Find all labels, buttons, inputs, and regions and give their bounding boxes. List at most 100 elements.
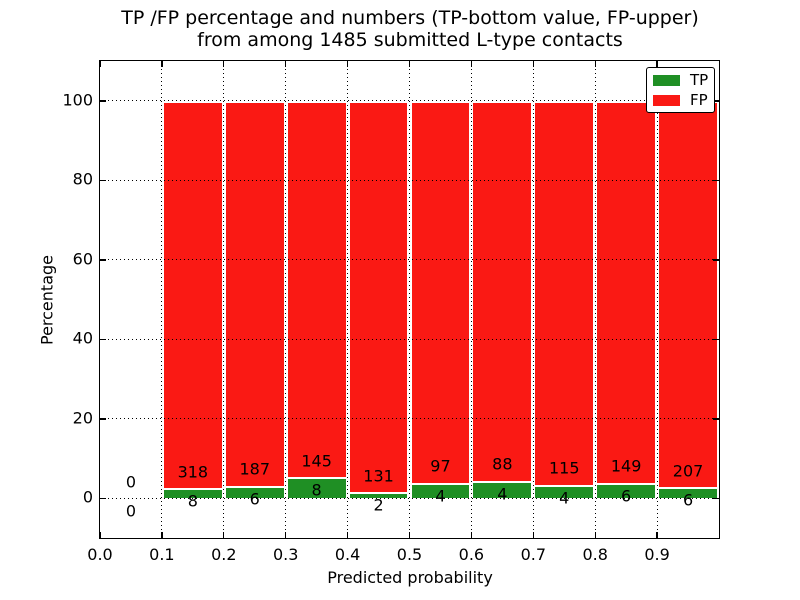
fp-count-label: 318 xyxy=(177,462,209,482)
bar-segment-fp xyxy=(223,100,286,486)
fp-count-label: 207 xyxy=(672,461,704,481)
y-tick-label: 40 xyxy=(72,328,93,348)
x-tick-top xyxy=(470,61,473,67)
grid-line-v xyxy=(594,61,596,538)
legend-label-fp: FP xyxy=(690,90,708,109)
y-tick-label: 0 xyxy=(82,487,93,507)
x-axis-label: Predicted probability xyxy=(327,568,493,587)
bar-segment-tp xyxy=(285,477,348,499)
y-tick-label: 80 xyxy=(72,169,93,189)
y-tick-left xyxy=(100,418,106,420)
x-tick-top xyxy=(223,61,225,67)
bar-segment-fp xyxy=(347,100,410,493)
x-tick-top xyxy=(346,61,349,67)
bar-segment-tp xyxy=(347,492,410,499)
tp-count-label: 4 xyxy=(435,486,446,505)
chart-title-line1: TP /FP percentage and numbers (TP-bottom… xyxy=(121,7,699,29)
y-tick-label: 20 xyxy=(72,408,93,428)
x-tick-label: 0.3 xyxy=(272,545,299,564)
bar-segment-fp xyxy=(285,100,348,478)
bar-segment-tp xyxy=(595,482,658,499)
bar-segment-tp xyxy=(471,480,534,499)
x-tick-label: 0.9 xyxy=(644,545,670,564)
fp-count-label: 145 xyxy=(301,451,332,471)
tp-count-label: 0 xyxy=(125,501,137,521)
tp-count-label: 6 xyxy=(249,489,260,509)
fp-count-label: 88 xyxy=(492,454,513,474)
bar-segment-tp xyxy=(409,482,472,499)
x-tick-bottom xyxy=(470,532,473,538)
bar-segment-fp xyxy=(533,100,596,485)
x-tick-bottom xyxy=(594,532,596,538)
y-tick-right xyxy=(713,418,719,420)
y-tick-right xyxy=(713,338,719,341)
x-tick-bottom xyxy=(656,532,658,538)
grid-line-v xyxy=(161,61,163,538)
grid-line-v xyxy=(223,61,225,538)
x-tick-label: 0.8 xyxy=(582,545,608,564)
grid-line-v xyxy=(409,61,410,538)
tp-count-label: 4 xyxy=(559,488,570,508)
y-tick-left xyxy=(100,100,106,102)
x-tick-bottom xyxy=(346,532,349,538)
fp-count-label: 0 xyxy=(125,472,137,492)
x-tick-label: 0.4 xyxy=(334,545,361,564)
grid-line-v xyxy=(347,61,349,538)
y-tick-right xyxy=(713,100,719,102)
x-tick-bottom xyxy=(532,532,534,538)
legend-entry-tp: TP xyxy=(647,71,714,89)
legend-swatch-tp xyxy=(653,74,680,86)
x-tick-top xyxy=(99,61,101,67)
x-tick-top xyxy=(285,61,287,67)
y-tick-right xyxy=(713,497,719,500)
bar-segment-tp xyxy=(657,487,719,499)
bar-segment-fp xyxy=(657,100,719,488)
legend-swatch-fp xyxy=(653,94,680,106)
bar-segment-fp xyxy=(595,100,658,483)
grid-line-v xyxy=(470,61,472,538)
tp-count-label: 2 xyxy=(373,495,384,515)
grid-line-v xyxy=(285,61,287,538)
y-tick-left xyxy=(100,497,106,500)
x-tick-bottom xyxy=(408,532,411,538)
x-tick-label: 0.7 xyxy=(520,545,547,564)
x-tick-top xyxy=(656,61,658,67)
y-tick-label: 100 xyxy=(62,90,93,110)
y-tick-label: 60 xyxy=(72,249,93,269)
y-tick-left xyxy=(100,179,106,182)
legend-entry-fp: FP xyxy=(647,91,714,109)
x-tick-top xyxy=(408,61,411,67)
tp-count-label: 8 xyxy=(311,480,322,500)
legend-label-tp: TP xyxy=(690,70,709,89)
x-tick-top xyxy=(594,61,596,67)
bar-segment-fp xyxy=(409,100,472,483)
tp-count-label: 8 xyxy=(187,491,198,511)
x-tick-bottom xyxy=(285,532,287,538)
bar-segment-tp xyxy=(223,485,286,499)
chart-title: TP /FP percentage and numbers (TP-bottom… xyxy=(121,7,699,51)
tp-count-label: 4 xyxy=(497,484,508,504)
bar-segment-fp xyxy=(161,100,224,489)
bar-segment-tp xyxy=(533,484,596,499)
x-tick-bottom xyxy=(161,532,163,538)
x-tick-label: 0.1 xyxy=(149,545,175,564)
grid-line-v xyxy=(656,61,658,538)
x-tick-top xyxy=(532,61,534,67)
bar-segment-fp xyxy=(471,100,534,481)
fp-count-label: 149 xyxy=(610,456,642,476)
y-tick-left xyxy=(100,259,106,261)
y-tick-right xyxy=(713,259,719,261)
tp-count-label: 6 xyxy=(682,490,694,510)
legend: TP FP xyxy=(646,67,715,113)
fp-count-label: 97 xyxy=(430,456,451,476)
grid-line-v xyxy=(532,61,534,538)
x-tick-label: 0.6 xyxy=(458,545,485,564)
x-tick-top xyxy=(161,61,163,67)
fp-count-label: 187 xyxy=(239,459,271,479)
fp-count-label: 115 xyxy=(548,458,580,478)
x-tick-bottom xyxy=(223,532,225,538)
bar-segment-tp xyxy=(161,488,224,499)
x-tick-label: 0.0 xyxy=(87,545,113,564)
chart-title-line2: from among 1485 submitted L-type contact… xyxy=(197,29,623,51)
